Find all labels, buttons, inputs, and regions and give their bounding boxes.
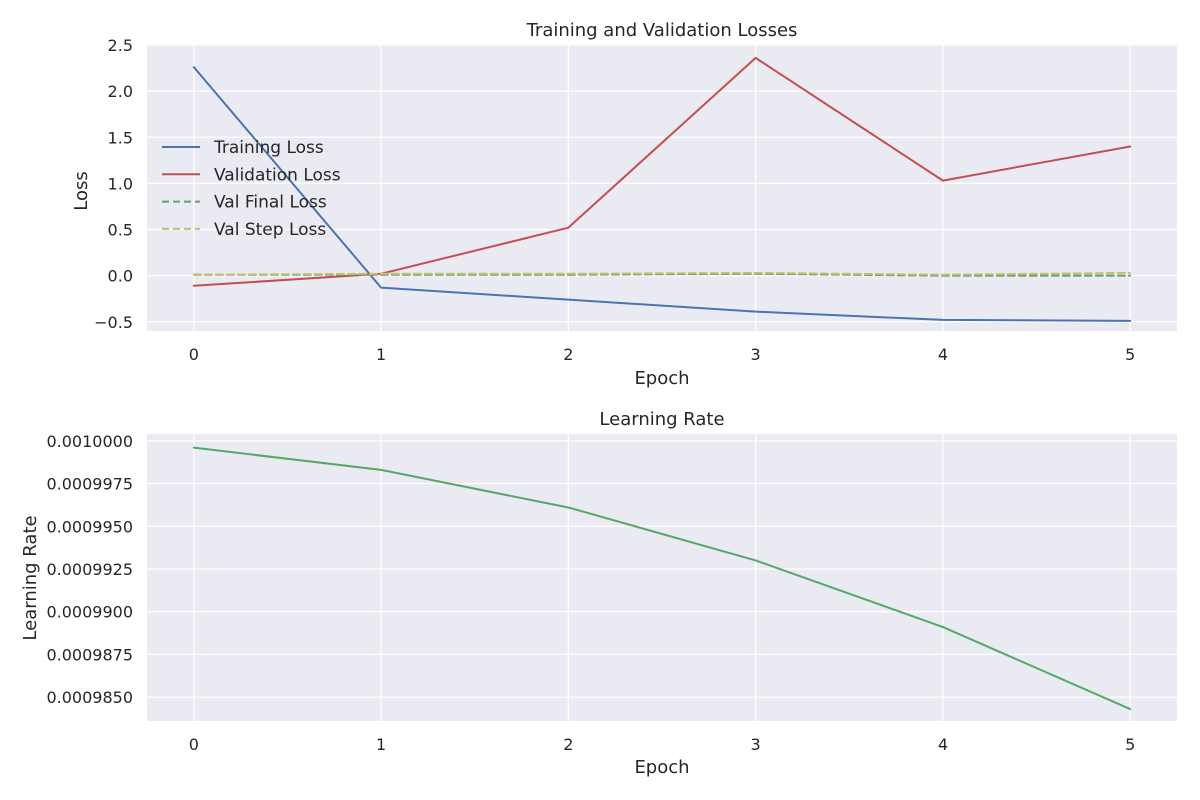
lr-y-tick-label: 0.0009950 (46, 517, 133, 536)
legend-label: Training Loss (213, 138, 324, 158)
lr-plot-area (147, 434, 1177, 721)
loss-x-tick-label: 0 (189, 345, 199, 364)
loss-val-step-loss-line (192, 271, 1132, 276)
loss-y-tick-label: 2.5 (108, 36, 133, 55)
lr-series-group (192, 446, 1132, 711)
lr-series-0-line (192, 446, 1132, 711)
loss-x-tick-label: 3 (751, 345, 761, 364)
loss-x-axis-title: Epoch (634, 368, 689, 389)
loss-y-tick-label: 0.5 (108, 221, 133, 240)
lr-x-tick-label: 5 (1125, 735, 1135, 754)
lr-y-tick-label: 0.0009875 (46, 645, 133, 664)
loss-plot-area (147, 45, 1177, 331)
loss-validation-loss-line (192, 56, 1132, 287)
loss-series-group (192, 56, 1132, 322)
lr-x-tick-label: 3 (751, 735, 761, 754)
loss-y-tick-label: −0.5 (94, 313, 133, 332)
lr-y-tick-labels: 0.0009850 0.0009875 0.0009900 0.0009925 0.00… (46, 432, 133, 707)
loss-x-grid (193, 45, 1131, 331)
loss-x-tick-label: 1 (376, 345, 386, 364)
legend-item-val-final-loss: Val Final Loss (162, 193, 327, 213)
loss-x-tick-label: 4 (938, 345, 948, 364)
lr-y-axis-title: Learning Rate (20, 515, 41, 640)
loss-y-grid (147, 44, 1177, 323)
loss-y-tick-label: 2.0 (108, 82, 133, 101)
lr-x-tick-label: 2 (563, 735, 573, 754)
legend-label: Validation Loss (214, 165, 341, 185)
lr-y-tick-label: 0.0009925 (46, 560, 133, 579)
lr-y-tick-label: 0.0009850 (46, 688, 133, 707)
legend-item-validation-loss: Validation Loss (162, 165, 341, 185)
loss-x-tick-label: 2 (563, 345, 573, 364)
lr-x-grid (193, 434, 1131, 721)
lr-x-axis-title: Epoch (634, 757, 689, 778)
loss-legend: Training Loss Validation Loss Val Final Lo… (162, 138, 341, 240)
loss-chart-title: Training and Validation Losses (526, 20, 798, 41)
lr-x-tick-label: 4 (938, 735, 948, 754)
lr-x-tick-label: 0 (189, 735, 199, 754)
loss-x-tick-label: 5 (1125, 345, 1135, 364)
loss-x-tick-labels: 0 1 2 3 4 5 (189, 345, 1136, 364)
lr-y-tick-label: 0.0009900 (46, 603, 133, 622)
loss-training-loss-line (192, 66, 1132, 322)
lr-chart-title: Learning Rate (599, 409, 724, 430)
lr-y-tick-label: 0.0010000 (46, 432, 133, 451)
loss-y-tick-label: 0.0 (108, 267, 133, 286)
lr-x-tick-labels: 0 1 2 3 4 5 (189, 735, 1136, 754)
legend-label: Val Step Loss (214, 220, 326, 240)
lr-y-grid (147, 440, 1177, 698)
loss-chart: 0 1 2 3 4 5 −0.5 0.0 0.5 1.0 1.5 2.0 2.5 Training a… (71, 20, 1177, 389)
loss-y-tick-label: 1.0 (108, 174, 133, 193)
lr-y-tick-label: 0.0009975 (46, 475, 133, 494)
legend-item-training-loss: Training Loss (162, 138, 324, 158)
legend-label: Val Final Loss (214, 193, 327, 213)
lr-x-tick-label: 1 (376, 735, 386, 754)
loss-y-tick-label: 1.5 (108, 128, 133, 147)
legend-item-val-step-loss: Val Step Loss (162, 220, 326, 240)
loss-y-tick-labels: −0.5 0.0 0.5 1.0 1.5 2.0 2.5 (94, 36, 133, 332)
loss-y-axis-title: Loss (71, 171, 92, 210)
